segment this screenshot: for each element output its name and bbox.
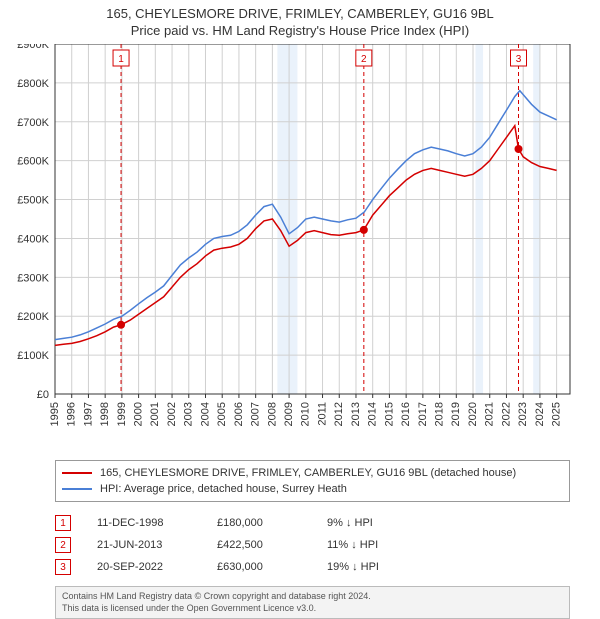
sale-marker: 2 (55, 537, 71, 553)
svg-text:2005: 2005 (216, 402, 228, 426)
svg-text:£500K: £500K (17, 195, 49, 207)
title-block: 165, CHEYLESMORE DRIVE, FRIMLEY, CAMBERL… (0, 0, 600, 38)
svg-text:2017: 2017 (417, 402, 429, 426)
svg-text:2002: 2002 (166, 402, 178, 426)
sale-price: £422,500 (217, 539, 327, 551)
svg-text:£400K: £400K (17, 233, 49, 245)
svg-text:1998: 1998 (99, 402, 111, 426)
sale-price: £630,000 (217, 561, 327, 573)
svg-text:2: 2 (361, 54, 367, 65)
svg-text:£600K: £600K (17, 156, 49, 168)
svg-text:2001: 2001 (149, 402, 161, 426)
legend-box: 165, CHEYLESMORE DRIVE, FRIMLEY, CAMBERL… (55, 460, 570, 502)
svg-text:2006: 2006 (233, 402, 245, 426)
svg-text:2022: 2022 (500, 402, 512, 426)
sale-row: 3 20-SEP-2022£630,00019% ↓ HPI (55, 556, 570, 578)
sale-row: 1 11-DEC-1998£180,0009% ↓ HPI (55, 512, 570, 534)
svg-text:2014: 2014 (367, 402, 379, 426)
sale-marker: 1 (55, 515, 71, 531)
footer-box: Contains HM Land Registry data © Crown c… (55, 586, 570, 619)
svg-text:£300K: £300K (17, 272, 49, 284)
svg-text:2011: 2011 (316, 402, 328, 426)
legend-row-series2: HPI: Average price, detached house, Surr… (62, 481, 563, 497)
svg-text:2009: 2009 (283, 402, 295, 426)
sale-date: 20-SEP-2022 (97, 561, 217, 573)
sale-date: 11-DEC-1998 (97, 517, 217, 529)
legend-swatch-1 (62, 472, 92, 474)
svg-text:2015: 2015 (383, 402, 395, 426)
footer-line1: Contains HM Land Registry data © Crown c… (62, 591, 563, 603)
svg-text:3: 3 (516, 54, 522, 65)
page-container: { "title": { "line1": "165, CHEYLESMORE … (0, 0, 600, 590)
svg-text:2023: 2023 (517, 402, 529, 426)
title-line1: 165, CHEYLESMORE DRIVE, FRIMLEY, CAMBERL… (0, 6, 600, 21)
svg-text:2000: 2000 (133, 402, 145, 426)
svg-text:£100K: £100K (17, 350, 49, 362)
svg-text:2021: 2021 (484, 402, 496, 426)
legend-label-2: HPI: Average price, detached house, Surr… (100, 483, 347, 495)
svg-text:2018: 2018 (433, 402, 445, 426)
svg-text:2020: 2020 (467, 402, 479, 426)
svg-text:1997: 1997 (82, 402, 94, 426)
svg-text:2024: 2024 (534, 402, 546, 426)
sale-price: £180,000 (217, 517, 327, 529)
legend-swatch-2 (62, 488, 92, 490)
svg-text:£800K: £800K (17, 78, 49, 90)
svg-text:2007: 2007 (250, 402, 262, 426)
chart: £0 £100K £200K £300K £400K £500K £600K £700K £80… (0, 44, 600, 442)
svg-text:2010: 2010 (300, 402, 312, 426)
svg-text:2025: 2025 (551, 402, 563, 426)
sale-phrase: 9% ↓ HPI (327, 517, 373, 529)
sale-date: 21-JUN-2013 (97, 539, 217, 551)
legend-label-1: 165, CHEYLESMORE DRIVE, FRIMLEY, CAMBERL… (100, 467, 516, 479)
sale-marker: 3 (55, 559, 71, 575)
sale-phrase: 19% ↓ HPI (327, 561, 379, 573)
title-line2: Price paid vs. HM Land Registry's House … (0, 23, 600, 38)
svg-text:1996: 1996 (66, 402, 78, 426)
footer-line2: This data is licensed under the Open Gov… (62, 603, 563, 615)
svg-text:£900K: £900K (17, 44, 49, 51)
svg-text:2012: 2012 (333, 402, 345, 426)
svg-text:2003: 2003 (183, 402, 195, 426)
svg-text:2019: 2019 (450, 402, 462, 426)
svg-text:2008: 2008 (266, 402, 278, 426)
legend-row-series1: 165, CHEYLESMORE DRIVE, FRIMLEY, CAMBERL… (62, 465, 563, 481)
svg-text:2016: 2016 (400, 402, 412, 426)
svg-text:£0: £0 (37, 389, 49, 401)
svg-text:1: 1 (118, 54, 124, 65)
sales-table: 1 11-DEC-1998£180,0009% ↓ HPI 2 21-JUN-2013… (55, 512, 570, 578)
svg-text:2013: 2013 (350, 402, 362, 426)
svg-text:1995: 1995 (49, 402, 61, 426)
sale-phrase: 11% ↓ HPI (327, 539, 378, 551)
svg-text:1999: 1999 (116, 402, 128, 426)
chart-svg: £0 £100K £200K £300K £400K £500K £600K £700K £80… (0, 44, 600, 439)
svg-text:2004: 2004 (199, 402, 211, 426)
sale-row: 2 21-JUN-2013£422,50011% ↓ HPI (55, 534, 570, 556)
svg-text:£200K: £200K (17, 311, 49, 323)
svg-text:£700K: £700K (17, 117, 49, 129)
